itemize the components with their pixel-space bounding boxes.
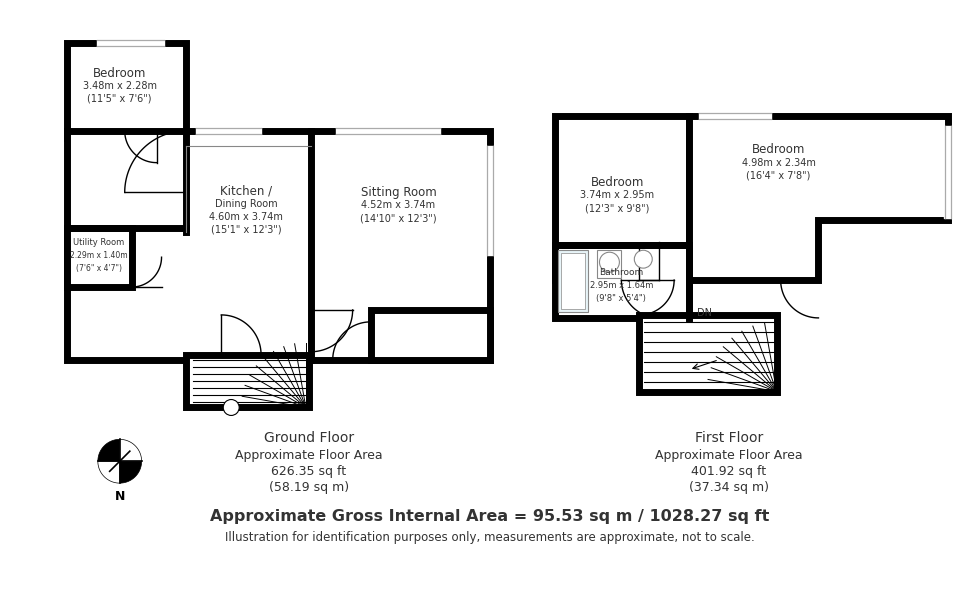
Text: DN: DN (697, 308, 712, 318)
Circle shape (600, 252, 619, 272)
Circle shape (634, 250, 653, 268)
Text: (58.19 sq m): (58.19 sq m) (269, 481, 349, 494)
Text: 4.52m x 3.74m: 4.52m x 3.74m (362, 200, 435, 210)
Text: Ground Floor: Ground Floor (264, 432, 354, 445)
Text: Illustration for identification purposes only, measurements are approximate, not: Illustration for identification purposes… (225, 531, 755, 544)
Polygon shape (67, 131, 490, 360)
Text: 626.35 sq ft: 626.35 sq ft (271, 465, 346, 478)
Text: (16'4" x 7'8"): (16'4" x 7'8") (747, 170, 810, 181)
Text: N: N (115, 490, 124, 503)
Text: Bedroom: Bedroom (93, 67, 146, 79)
Polygon shape (561, 253, 584, 309)
Text: 4.98m x 2.34m: 4.98m x 2.34m (742, 157, 815, 167)
Text: Approximate Gross Internal Area = 95.53 sq m / 1028.27 sq ft: Approximate Gross Internal Area = 95.53 … (211, 509, 769, 524)
Text: 3.48m x 2.28m: 3.48m x 2.28m (82, 81, 157, 91)
Polygon shape (98, 461, 120, 483)
Text: (12'3" x 9'8"): (12'3" x 9'8") (585, 203, 650, 213)
Text: Sitting Room: Sitting Room (361, 186, 436, 199)
Polygon shape (555, 245, 689, 318)
Text: 401.92 sq ft: 401.92 sq ft (691, 465, 766, 478)
Text: (14'10" x 12'3"): (14'10" x 12'3") (360, 213, 437, 224)
Text: Bedroom: Bedroom (591, 176, 644, 189)
Polygon shape (120, 439, 142, 461)
Text: (7'6" x 4'7"): (7'6" x 4'7") (75, 263, 122, 272)
Text: (15'1" x 12'3"): (15'1" x 12'3") (211, 225, 281, 235)
Polygon shape (120, 461, 142, 483)
Polygon shape (186, 355, 309, 408)
Text: Utility Room: Utility Room (74, 238, 124, 247)
Polygon shape (639, 315, 777, 392)
Polygon shape (558, 250, 588, 312)
Text: First Floor: First Floor (695, 432, 763, 445)
Polygon shape (370, 310, 490, 360)
Text: 2.95m x 1.64m: 2.95m x 1.64m (590, 281, 653, 290)
Text: Approximate Floor Area: Approximate Floor Area (655, 449, 803, 462)
Polygon shape (98, 439, 120, 461)
Text: (9'8" x 5'4"): (9'8" x 5'4") (597, 293, 647, 303)
Text: Approximate Floor Area: Approximate Floor Area (235, 449, 382, 462)
Circle shape (223, 399, 239, 415)
Text: (37.34 sq m): (37.34 sq m) (689, 481, 769, 494)
Text: Kitchen /: Kitchen / (220, 185, 272, 197)
Text: Bedroom: Bedroom (752, 143, 806, 156)
Text: Dining Room: Dining Room (215, 199, 277, 209)
Text: Bathroom: Bathroom (599, 268, 644, 277)
Polygon shape (555, 116, 689, 280)
Polygon shape (689, 116, 948, 280)
Text: 2.29m x 1.40m: 2.29m x 1.40m (70, 251, 127, 260)
Polygon shape (67, 43, 186, 138)
Polygon shape (598, 250, 621, 278)
Text: (11'5" x 7'6"): (11'5" x 7'6") (87, 94, 152, 104)
Text: 4.60m x 3.74m: 4.60m x 3.74m (209, 212, 283, 222)
Text: 3.74m x 2.95m: 3.74m x 2.95m (580, 191, 655, 200)
Polygon shape (67, 228, 131, 287)
